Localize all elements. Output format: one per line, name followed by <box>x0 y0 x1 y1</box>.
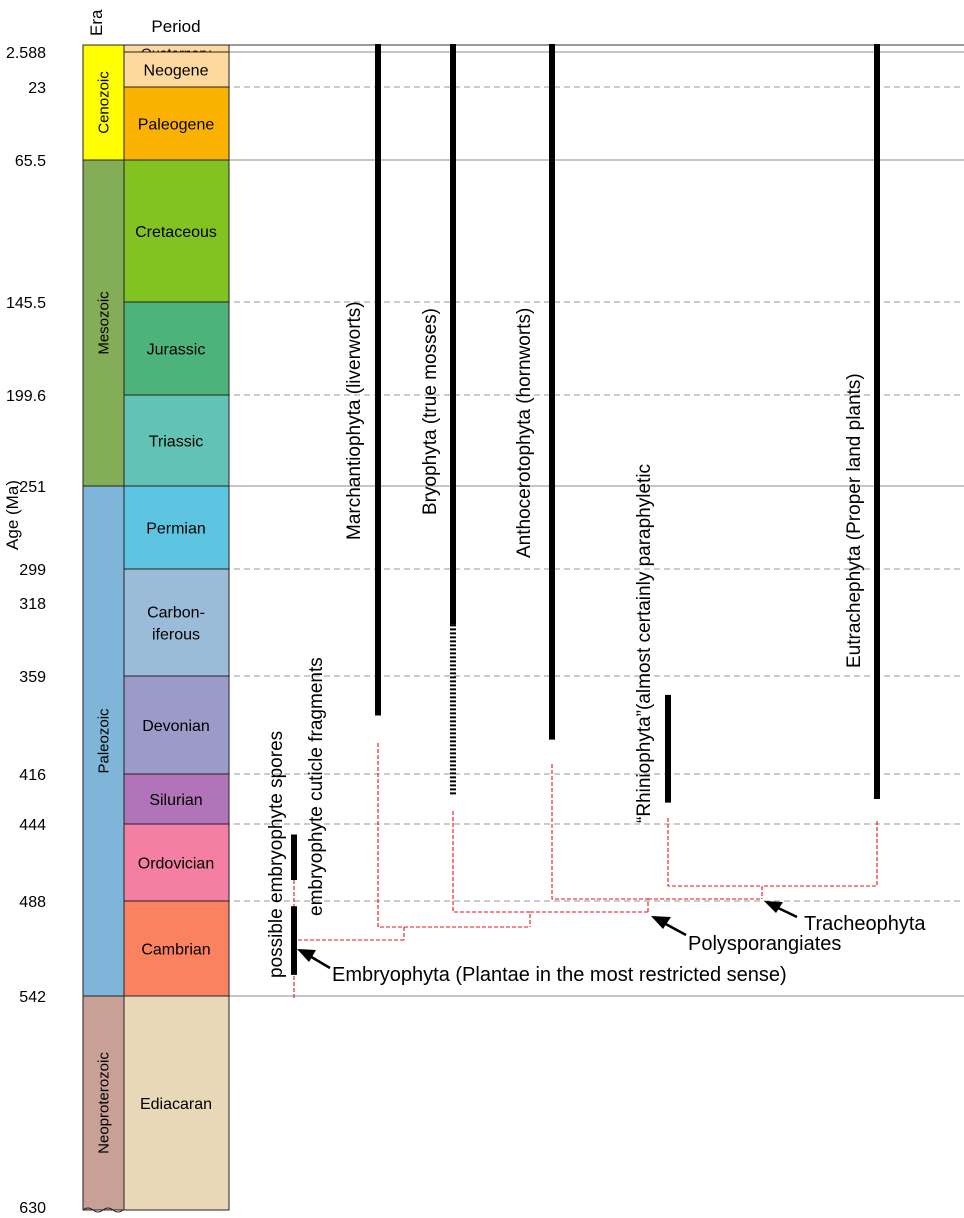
period-label: Carbon- <box>147 605 205 622</box>
era-block-neoproterozoic <box>82 995 125 1211</box>
period-block-4 <box>123 301 230 396</box>
period-label: Ediacaran <box>140 1096 212 1113</box>
era-label: Cenozoic <box>96 71 113 134</box>
period-label: Paleogene <box>138 117 215 134</box>
phylogeny-tree <box>293 743 878 998</box>
era-header: Era <box>87 9 106 36</box>
taxon-label-rhiniophyta: “Rhiniophyta”(almost certainly paraphyle… <box>634 464 655 823</box>
clade-label-tracheophyta: Tracheophyta <box>804 913 926 935</box>
period-label: Jurassic <box>147 342 206 359</box>
period-block-10 <box>123 823 230 902</box>
clade-label-polysporangiates: Polysporangiates <box>688 933 841 955</box>
period-block-1 <box>123 51 230 88</box>
age-tick-label: 542 <box>19 989 46 1006</box>
era-label: Mesozoic <box>96 291 113 355</box>
period-block-8 <box>123 675 230 775</box>
age-tick-label: 2.588 <box>6 45 46 62</box>
period-label: Cretaceous <box>135 224 217 241</box>
age-axis-label: Age (Ma) <box>3 480 22 550</box>
taxon-range-bars <box>291 44 880 975</box>
period-label: iferous <box>152 627 200 644</box>
tree-liverwort-stem <box>377 743 405 940</box>
age-tick-labels: 2.588 23 65.5 145.5 199.6 251 299 318 359 416 444 4… <box>6 45 46 1217</box>
period-block-11 <box>123 900 230 997</box>
age-tick-label: 251 <box>19 479 46 496</box>
age-tick-label: 488 <box>19 894 46 911</box>
tracheophyta-arrow <box>764 901 798 919</box>
age-tick-label: 199.6 <box>6 388 46 405</box>
period-label: Permian <box>146 521 206 538</box>
tree-moss-stem <box>452 811 531 927</box>
taxon-label-anthocerotophyta: Anthocerotophyta (hornworts) <box>514 308 535 558</box>
age-tick-label: 359 <box>19 669 46 686</box>
age-tick-label: 145.5 <box>6 295 46 312</box>
period-label: Devonian <box>142 718 210 735</box>
era-label: Neoproterozoic <box>96 1052 113 1154</box>
age-gridlines <box>124 44 964 997</box>
early-record-label-cuticle: embryophyte cuticle fragments <box>306 657 327 916</box>
period-label: Silurian <box>149 792 202 809</box>
period-label: Neogene <box>144 63 209 80</box>
period-column: QuaternaryNeogenePaleogeneCretaceousJura… <box>123 44 230 1211</box>
arrows <box>297 901 798 970</box>
age-tick-label: 318 <box>19 596 46 613</box>
clade-label-embryophyta: Embryophyta (Plantae in the most restric… <box>332 964 787 986</box>
period-block-6 <box>123 485 230 570</box>
era-column-break <box>82 1207 124 1213</box>
period-block-3 <box>123 159 230 303</box>
period-block-7 <box>123 568 230 677</box>
tree-rhinio-stem <box>667 818 763 899</box>
era-label: Paleozoic <box>96 708 113 774</box>
polysporangiates-arrow <box>651 916 687 937</box>
period-block-12 <box>123 995 230 1211</box>
period-block-5 <box>123 394 230 487</box>
period-label: Cambrian <box>141 942 210 959</box>
age-tick-label: 444 <box>19 817 46 834</box>
age-tick-label: 65.5 <box>15 153 46 170</box>
tree-eutrach-stem <box>762 821 878 887</box>
age-tick-label: 299 <box>19 562 46 579</box>
age-tick-label: 630 <box>19 1200 46 1217</box>
period-label: Ordovician <box>138 856 214 873</box>
taxon-label-eutrachephyta: Eutrachephyta (Proper land plants) <box>844 373 865 668</box>
tree-hornwort-stem <box>551 764 649 912</box>
era-block-paleozoic <box>82 485 125 997</box>
age-tick-label: 416 <box>19 767 46 784</box>
period-header: Period <box>151 17 200 36</box>
period-label: Triassic <box>149 434 204 451</box>
age-tick-label: 23 <box>28 80 46 97</box>
embryophyta-arrow <box>297 949 331 970</box>
taxon-label-marchantiophyta: Marchantiophyta (liverworts) <box>344 301 365 540</box>
taxon-label-bryophyta: Bryophyta (true mosses) <box>420 308 441 515</box>
early-record-label-spores: possible embryophyte spores <box>266 731 287 978</box>
era-block-mesozoic <box>82 159 125 487</box>
period-block-9 <box>123 773 230 825</box>
era-column: Cenozoic Mesozoic Paleozoic Neoproterozoic <box>82 44 125 1213</box>
